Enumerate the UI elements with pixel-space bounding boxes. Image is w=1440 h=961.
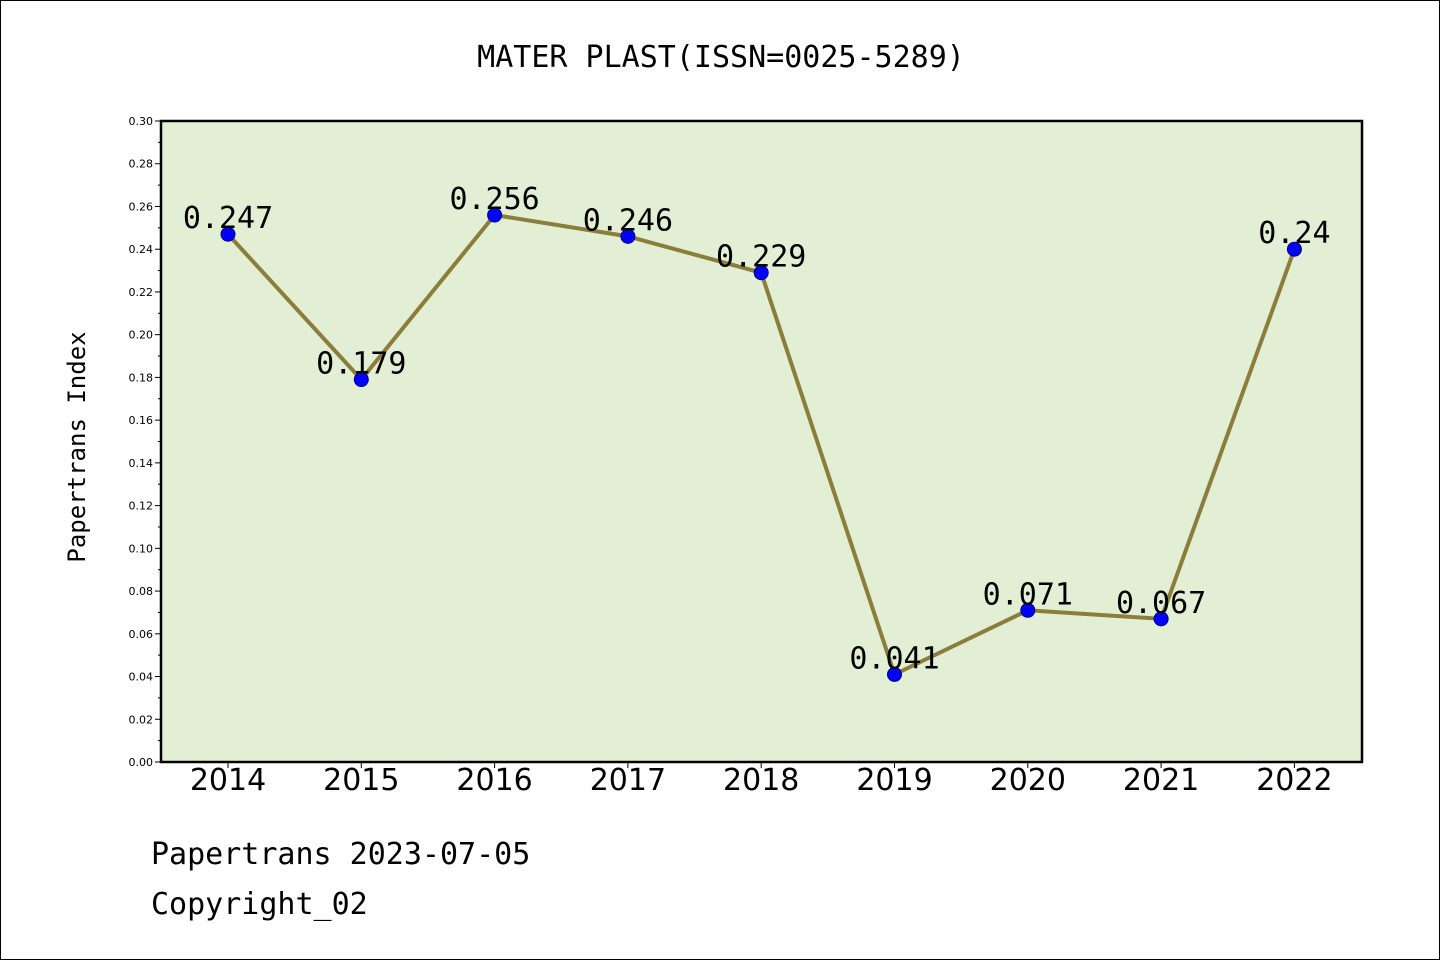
data-point <box>487 207 503 223</box>
y-tick-label: 0.22 <box>129 286 154 299</box>
plot-border <box>159 119 1364 764</box>
x-tick-label: 2018 <box>723 763 799 798</box>
y-tick-label: 0.30 <box>129 115 154 128</box>
chart-title: MATER PLAST(ISSN=0025-5289) <box>477 40 965 75</box>
data-point <box>753 265 769 281</box>
data-point <box>1286 241 1302 257</box>
y-tick-label: 0.04 <box>129 671 154 684</box>
footer-date: Papertrans 2023-07-05 <box>151 837 531 872</box>
y-tick-label: 0.24 <box>129 243 154 256</box>
data-label: 0.041 <box>849 641 939 676</box>
data-point <box>353 372 369 388</box>
data-point <box>220 226 236 242</box>
data-point <box>620 228 636 244</box>
data-labels: 0.247 0.179 0.256 0.246 0.229 0.041 0.071 0.067… <box>183 182 1331 676</box>
y-tick-label: 0.18 <box>129 371 154 384</box>
data-label: 0.067 <box>1116 586 1206 621</box>
x-tick-label: 2019 <box>856 763 932 798</box>
data-label: 0.229 <box>716 240 806 275</box>
data-label: 0.256 <box>449 182 539 217</box>
y-tick-label: 0.28 <box>129 158 154 171</box>
data-label: 0.246 <box>583 203 673 238</box>
data-label: 0.247 <box>183 201 273 236</box>
x-tick-label: 2017 <box>590 763 666 798</box>
y-tick-label: 0.20 <box>129 329 154 342</box>
x-tick-label: 2020 <box>990 763 1066 798</box>
x-tick-label: 2015 <box>323 763 399 798</box>
axis-ticks: 0.00 0.02 0.04 0.06 0.08 0.10 0.12 0.14 0.16 0.18… <box>129 115 1333 798</box>
x-tick-label: 2022 <box>1256 763 1332 798</box>
x-tick-label: 2021 <box>1123 763 1199 798</box>
y-tick-label: 0.26 <box>129 200 154 213</box>
series-markers <box>220 207 1302 682</box>
data-label: 0.24 <box>1258 216 1330 251</box>
data-label: 0.179 <box>316 347 406 382</box>
y-tick-label: 0.06 <box>129 628 154 641</box>
footer-copyright: Copyright_02 <box>151 887 368 922</box>
y-tick-label: 0.00 <box>129 756 154 769</box>
plot-area <box>161 121 1362 762</box>
y-tick-label: 0.08 <box>129 585 154 598</box>
y-tick-label: 0.14 <box>129 457 154 470</box>
y-tick-label: 0.10 <box>129 542 154 555</box>
data-point <box>1020 602 1036 618</box>
x-tick-label: 2014 <box>190 763 266 798</box>
y-tick-label: 0.16 <box>129 414 154 427</box>
y-tick-label: 0.02 <box>129 713 154 726</box>
data-point <box>887 666 902 682</box>
y-tick-label: 0.12 <box>129 500 154 513</box>
x-tick-label: 2016 <box>456 763 532 798</box>
data-label: 0.071 <box>983 577 1073 612</box>
data-point <box>1153 611 1169 627</box>
y-axis-label: Papertrans Index <box>63 331 91 562</box>
